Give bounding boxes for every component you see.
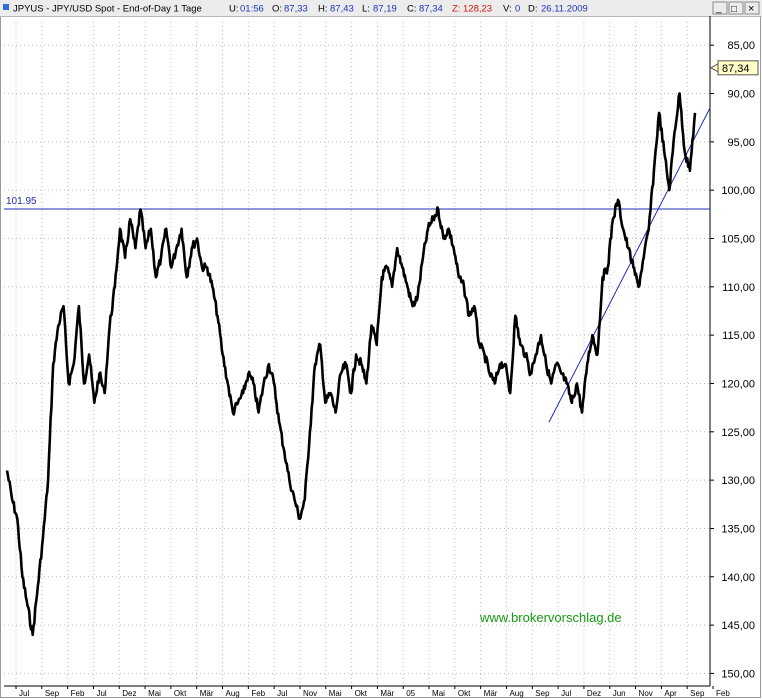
last-value-pointer bbox=[709, 62, 719, 73]
y-tick-label: 95,00 bbox=[727, 137, 755, 149]
close-button[interactable]: × bbox=[744, 1, 760, 15]
y-tick-label: 120,00 bbox=[721, 378, 755, 390]
header-d-value: 26.11.2009 bbox=[541, 4, 588, 15]
header-l-label: L: bbox=[362, 4, 370, 15]
last-value-box bbox=[717, 60, 759, 76]
x-tick-label: Jul bbox=[19, 689, 29, 698]
price-series-line bbox=[5, 92, 697, 637]
header-l-value: 87,19 bbox=[373, 4, 397, 15]
y-tick-label: 85,00 bbox=[727, 40, 755, 52]
x-tick-label: Dez bbox=[587, 689, 601, 698]
x-tick-label: Aug bbox=[509, 689, 523, 698]
header-z-label: Z: bbox=[452, 4, 460, 15]
header-u-label: U: bbox=[229, 4, 239, 15]
y-tick-label: 140,00 bbox=[721, 572, 755, 584]
x-tick-label: Jun bbox=[613, 689, 626, 698]
x-tick-label: Feb bbox=[716, 689, 730, 698]
x-tick-label: Apr bbox=[664, 689, 677, 698]
y-axis: 85,00 90,00 95,00 100,00 105,00 110,00 115,00 1… bbox=[709, 16, 755, 686]
maximize-icon: □ bbox=[731, 4, 737, 15]
watermark: www.brokervorschlag.de bbox=[479, 610, 622, 625]
x-tick-label: Nov bbox=[303, 689, 317, 698]
header-o-value: 87,33 bbox=[284, 4, 308, 15]
header-symbol: JPYUS - JPY/USD Spot - End-of-Day 1 Tage bbox=[13, 4, 202, 15]
x-tick-label: Sep bbox=[45, 689, 60, 698]
y-tick-label: 145,00 bbox=[721, 620, 755, 632]
x-tick-label: Okt bbox=[355, 689, 368, 698]
y-tick-label: 90,00 bbox=[727, 89, 755, 101]
last-value-marker: 87,34 bbox=[717, 60, 759, 76]
header-c-label: C: bbox=[407, 4, 417, 15]
y-tick-label: 100,00 bbox=[721, 185, 755, 197]
x-tick-label: Okt bbox=[174, 689, 187, 698]
x-tick-label: Jul bbox=[277, 689, 287, 698]
y-tick-label: 130,00 bbox=[721, 475, 755, 487]
x-tick-label: Mär bbox=[484, 689, 498, 698]
x-tick-label: Nov bbox=[639, 689, 653, 698]
maximize-button[interactable]: □ bbox=[728, 1, 744, 15]
last-value-label: 87,34 bbox=[722, 63, 750, 75]
x-tick-label: Dez bbox=[122, 689, 136, 698]
header-v-value: 0 bbox=[515, 4, 520, 15]
horizontal-level-label: 101.95 bbox=[6, 196, 37, 207]
title-bar bbox=[0, 0, 762, 17]
header-h-label: H: bbox=[318, 4, 328, 15]
minimize-button[interactable]: _ bbox=[712, 1, 728, 15]
x-tick-label: Jul bbox=[96, 689, 106, 698]
header-h-value: 87,43 bbox=[330, 4, 354, 15]
y-tick-label: 150,00 bbox=[721, 668, 755, 680]
minimize-icon: _ bbox=[715, 3, 722, 14]
header-u-value: 01:56 bbox=[240, 4, 264, 15]
x-tick-label: Feb bbox=[251, 689, 265, 698]
x-tick-label: Mär bbox=[380, 689, 394, 698]
x-tick-label: Mai bbox=[432, 689, 445, 698]
x-tick-label: Mär bbox=[200, 689, 214, 698]
header-d-label: D: bbox=[528, 4, 538, 15]
header-o-label: O: bbox=[272, 4, 282, 15]
x-axis: Jul Sep Feb Jul Dez Mai Okt Mär Aug Feb Jul Nov Mai O… bbox=[4, 685, 730, 698]
y-tick-label: 115,00 bbox=[722, 330, 755, 342]
trend-line bbox=[548, 107, 711, 423]
y-tick-label: 110,00 bbox=[722, 282, 755, 294]
x-tick-label: Mai bbox=[329, 689, 342, 698]
x-tick-label: Aug bbox=[226, 689, 240, 698]
x-tick-label: Jul bbox=[561, 689, 571, 698]
x-tick-label: Sep bbox=[690, 689, 705, 698]
x-tick-label: Feb bbox=[71, 689, 85, 698]
grid bbox=[4, 22, 710, 686]
close-icon: × bbox=[748, 3, 754, 15]
x-tick-label: Okt bbox=[458, 689, 471, 698]
header-c-value: 87,34 bbox=[419, 4, 443, 15]
x-tick-label: 05 bbox=[406, 689, 415, 698]
y-tick-label: 135,00 bbox=[721, 523, 755, 535]
header-z-value: 128,23 bbox=[463, 4, 492, 15]
y-tick-label: 105,00 bbox=[721, 234, 755, 246]
x-tick-label: Mai bbox=[148, 689, 161, 698]
annotations: 101.95 bbox=[4, 107, 711, 423]
window-controls: _ □ × bbox=[712, 1, 760, 15]
header-bar: JPYUS - JPY/USD Spot - End-of-Day 1 Tage… bbox=[3, 4, 588, 15]
chart-icon bbox=[3, 4, 9, 10]
x-tick-label: Sep bbox=[535, 689, 550, 698]
series bbox=[5, 62, 719, 637]
y-tick-label: 125,00 bbox=[721, 427, 755, 439]
header-v-label: V: bbox=[503, 4, 512, 15]
